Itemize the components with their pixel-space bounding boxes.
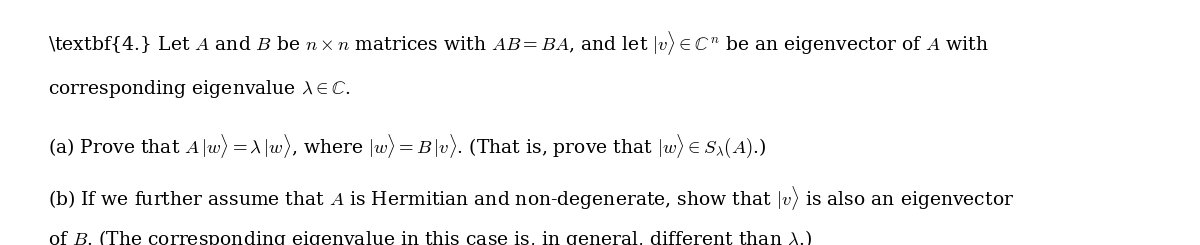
Text: (a) Prove that $A\,|w\rangle = \lambda\,|w\rangle$, where $|w\rangle = B\,|v\ran: (a) Prove that $A\,|w\rangle = \lambda\,…	[48, 132, 767, 160]
Text: corresponding eigenvalue $\lambda \in \mathbb{C}$.: corresponding eigenvalue $\lambda \in \m…	[48, 78, 350, 100]
Text: of $B$. (The corresponding eigenvalue in this case is, in general, different tha: of $B$. (The corresponding eigenvalue in…	[48, 228, 812, 245]
Text: \textbf{4.} Let $A$ and $B$ be $n \times n$ matrices with $AB = BA$, and let $|v: \textbf{4.} Let $A$ and $B$ be $n \times…	[48, 29, 989, 57]
Text: (b) If we further assume that $A$ is Hermitian and non-degenerate, show that $|v: (b) If we further assume that $A$ is Her…	[48, 184, 1014, 212]
